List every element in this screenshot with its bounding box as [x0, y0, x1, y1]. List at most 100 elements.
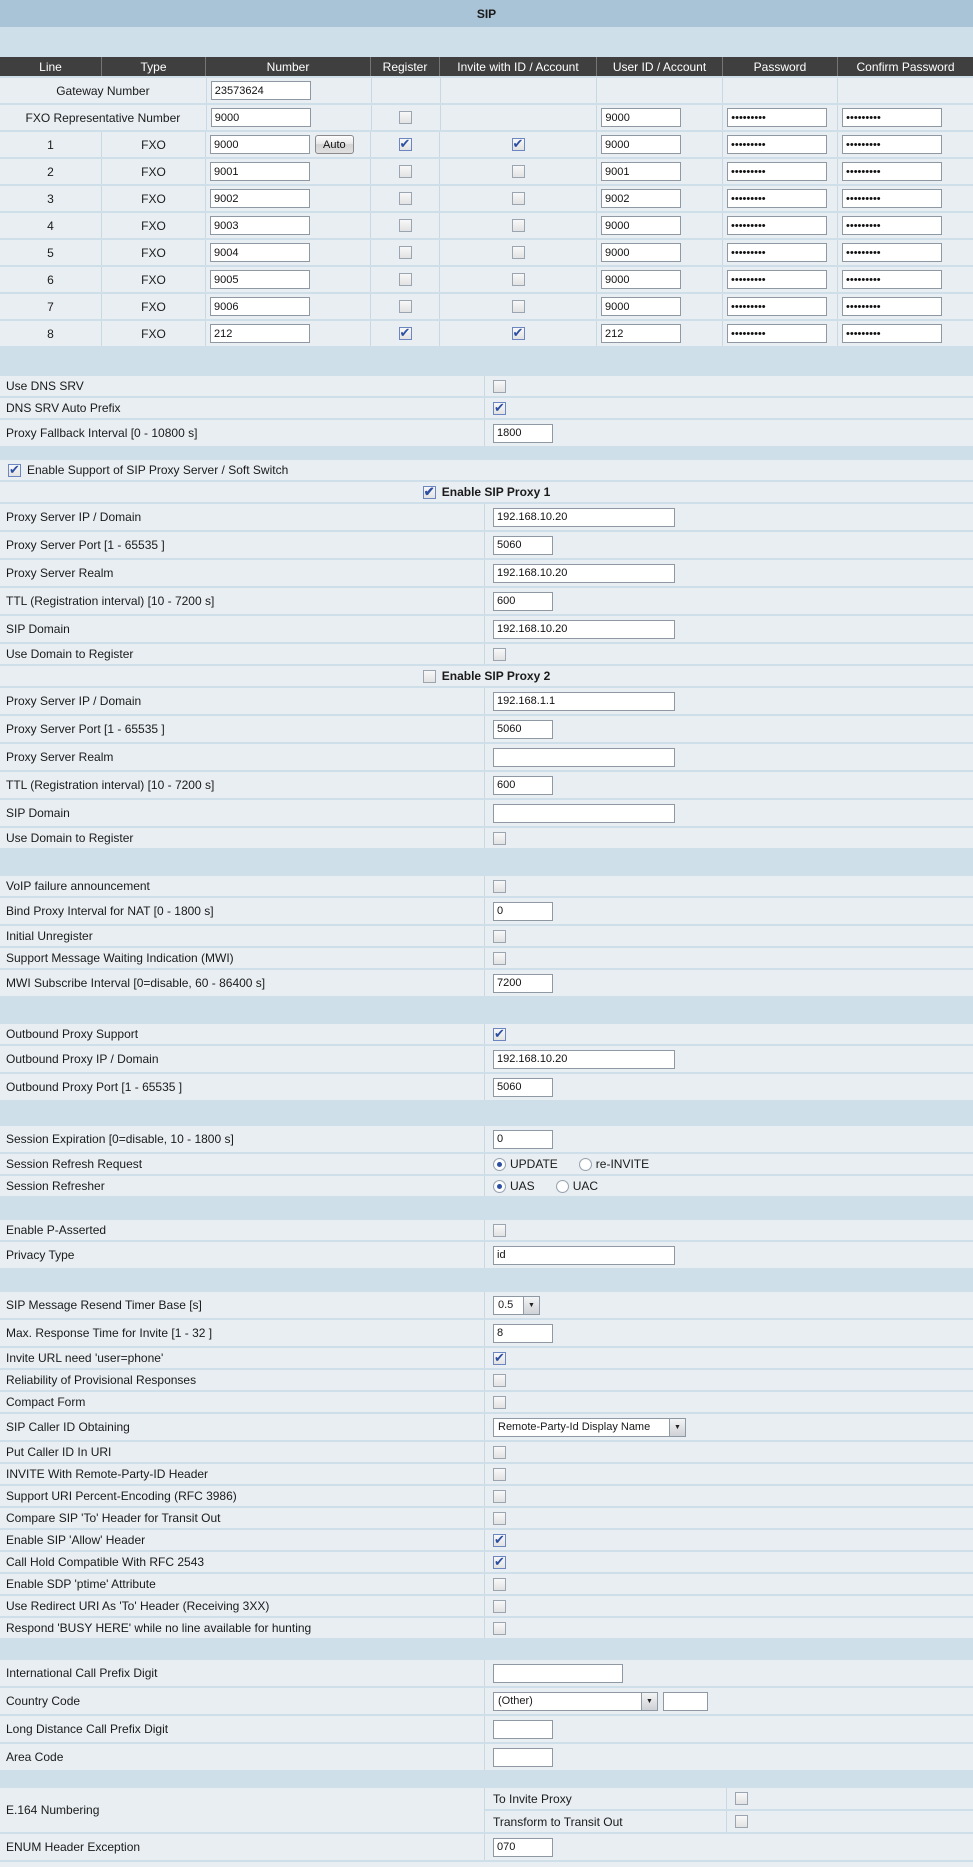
- proxy2-realm-input[interactable]: [493, 747, 675, 767]
- provisional-checkbox[interactable]: [493, 1373, 506, 1387]
- line-7-invite-checkbox[interactable]: [511, 300, 525, 313]
- line-2-userid-input[interactable]: [601, 162, 681, 181]
- line-4-password-input[interactable]: [727, 216, 827, 235]
- proxy1-domain-input[interactable]: [493, 619, 675, 639]
- line-5-number-input[interactable]: [210, 243, 310, 262]
- use-dns-srv-checkbox[interactable]: [493, 379, 506, 393]
- mwi-interval-input[interactable]: [493, 973, 553, 993]
- proxy-fallback-input[interactable]: [493, 423, 553, 443]
- line-2-register-checkbox[interactable]: [398, 165, 412, 178]
- outbound-ip-input[interactable]: [493, 1049, 675, 1069]
- fxo-rep-register-checkbox[interactable]: [399, 111, 413, 124]
- line-6-password-input[interactable]: [727, 270, 827, 289]
- enable-sip-proxy1-checkbox[interactable]: [422, 484, 436, 500]
- privacy-type-input[interactable]: [493, 1245, 675, 1265]
- update-radio-option[interactable]: UPDATE: [493, 1157, 558, 1171]
- outbound-port-input[interactable]: [493, 1077, 553, 1097]
- line-8-number-input[interactable]: [210, 324, 310, 343]
- country-code-custom-input[interactable]: [663, 1691, 708, 1711]
- fxo-rep-number-input[interactable]: [210, 108, 311, 127]
- proxy1-ip-input[interactable]: [493, 507, 675, 527]
- long-distance-prefix-input[interactable]: [493, 1719, 553, 1739]
- update-radio[interactable]: [493, 1157, 506, 1171]
- enable-proxy-support-checkbox[interactable]: [8, 462, 21, 478]
- line-1-userid-input[interactable]: [601, 135, 681, 154]
- line-2-invite-checkbox[interactable]: [511, 165, 525, 178]
- line-3-password-input[interactable]: [727, 189, 827, 208]
- area-code-input[interactable]: [493, 1747, 553, 1767]
- re-invite-radio[interactable]: [578, 1157, 592, 1171]
- line-1-password-input[interactable]: [727, 135, 827, 154]
- user-phone-checkbox[interactable]: [493, 1350, 506, 1366]
- uas-radio[interactable]: [493, 1179, 506, 1193]
- line-1-confirm-password-input[interactable]: [842, 135, 942, 154]
- line-7-confirm-password-input[interactable]: [842, 297, 942, 316]
- line-8-invite-checkbox[interactable]: [511, 325, 525, 341]
- re-invite-radio-option[interactable]: re-INVITE: [578, 1157, 649, 1171]
- uac-radio[interactable]: [555, 1179, 569, 1193]
- line-8-password-input[interactable]: [727, 324, 827, 343]
- line-5-register-checkbox[interactable]: [398, 246, 412, 259]
- line-3-userid-input[interactable]: [601, 189, 681, 208]
- line-4-invite-checkbox[interactable]: [511, 219, 525, 232]
- compare-to-header-checkbox[interactable]: [493, 1511, 506, 1525]
- line-7-register-checkbox[interactable]: [398, 300, 412, 313]
- gateway-number-input[interactable]: [210, 81, 311, 100]
- session-expiration-input[interactable]: [493, 1129, 553, 1149]
- uac-radio-option[interactable]: UAC: [555, 1179, 598, 1193]
- voip-failure-checkbox[interactable]: [493, 879, 506, 893]
- busy-here-checkbox[interactable]: [493, 1621, 506, 1635]
- enum-exception-input[interactable]: [493, 1837, 553, 1857]
- line-3-number-input[interactable]: [210, 189, 310, 208]
- line-8-userid-input[interactable]: [601, 324, 681, 343]
- line-6-invite-checkbox[interactable]: [511, 273, 525, 286]
- transform-transit-checkbox[interactable]: [735, 1815, 748, 1828]
- max-response-input[interactable]: [493, 1323, 553, 1343]
- sdp-ptime-checkbox[interactable]: [493, 1577, 506, 1591]
- line-1-register-checkbox[interactable]: [398, 136, 412, 152]
- line-5-invite-checkbox[interactable]: [511, 246, 525, 259]
- proxy1-ttl-input[interactable]: [493, 591, 553, 611]
- proxy1-use-domain-checkbox[interactable]: [493, 647, 506, 661]
- call-hold-checkbox[interactable]: [493, 1554, 506, 1570]
- line-8-register-checkbox[interactable]: [398, 325, 412, 341]
- country-code-select[interactable]: (Other) ▼: [493, 1691, 658, 1711]
- line-1-invite-checkbox[interactable]: [511, 136, 525, 152]
- line-4-confirm-password-input[interactable]: [842, 216, 942, 235]
- line-7-password-input[interactable]: [727, 297, 827, 316]
- line-2-number-input[interactable]: [210, 162, 310, 181]
- enable-p-asserted-checkbox[interactable]: [493, 1223, 506, 1237]
- line-6-register-checkbox[interactable]: [398, 273, 412, 286]
- bind-proxy-interval-input[interactable]: [493, 901, 553, 921]
- line-3-confirm-password-input[interactable]: [842, 189, 942, 208]
- line-4-register-checkbox[interactable]: [398, 219, 412, 232]
- line-3-invite-checkbox[interactable]: [511, 192, 525, 205]
- proxy1-realm-input[interactable]: [493, 563, 675, 583]
- caller-id-obtaining-select[interactable]: Remote-Party-Id Display Name ▼: [493, 1417, 686, 1437]
- line-8-confirm-password-input[interactable]: [842, 324, 942, 343]
- dns-srv-auto-prefix-checkbox[interactable]: [493, 400, 506, 416]
- fxo-rep-password-input[interactable]: [727, 108, 828, 127]
- compact-form-checkbox[interactable]: [493, 1395, 506, 1409]
- line-2-password-input[interactable]: [727, 162, 827, 181]
- proxy2-ip-input[interactable]: [493, 691, 675, 711]
- to-invite-proxy-checkbox[interactable]: [735, 1792, 748, 1805]
- line-6-number-input[interactable]: [210, 270, 310, 289]
- auto-button[interactable]: Auto: [315, 135, 354, 154]
- resend-timer-select[interactable]: 0.5 ▼: [493, 1295, 540, 1315]
- proxy2-ttl-input[interactable]: [493, 775, 553, 795]
- line-5-userid-input[interactable]: [601, 243, 681, 262]
- proxy1-port-input[interactable]: [493, 535, 553, 555]
- initial-unregister-checkbox[interactable]: [493, 929, 506, 943]
- line-2-confirm-password-input[interactable]: [842, 162, 942, 181]
- percent-encoding-checkbox[interactable]: [493, 1489, 506, 1503]
- rpid-header-checkbox[interactable]: [493, 1467, 506, 1481]
- outbound-support-checkbox[interactable]: [493, 1026, 506, 1042]
- line-6-userid-input[interactable]: [601, 270, 681, 289]
- enable-sip-proxy2-checkbox[interactable]: [422, 669, 436, 683]
- fxo-rep-userid-input[interactable]: [601, 108, 682, 127]
- line-7-userid-input[interactable]: [601, 297, 681, 316]
- proxy2-port-input[interactable]: [493, 719, 553, 739]
- line-1-number-input[interactable]: [210, 135, 310, 154]
- fxo-rep-confirm-password-input[interactable]: [842, 108, 943, 127]
